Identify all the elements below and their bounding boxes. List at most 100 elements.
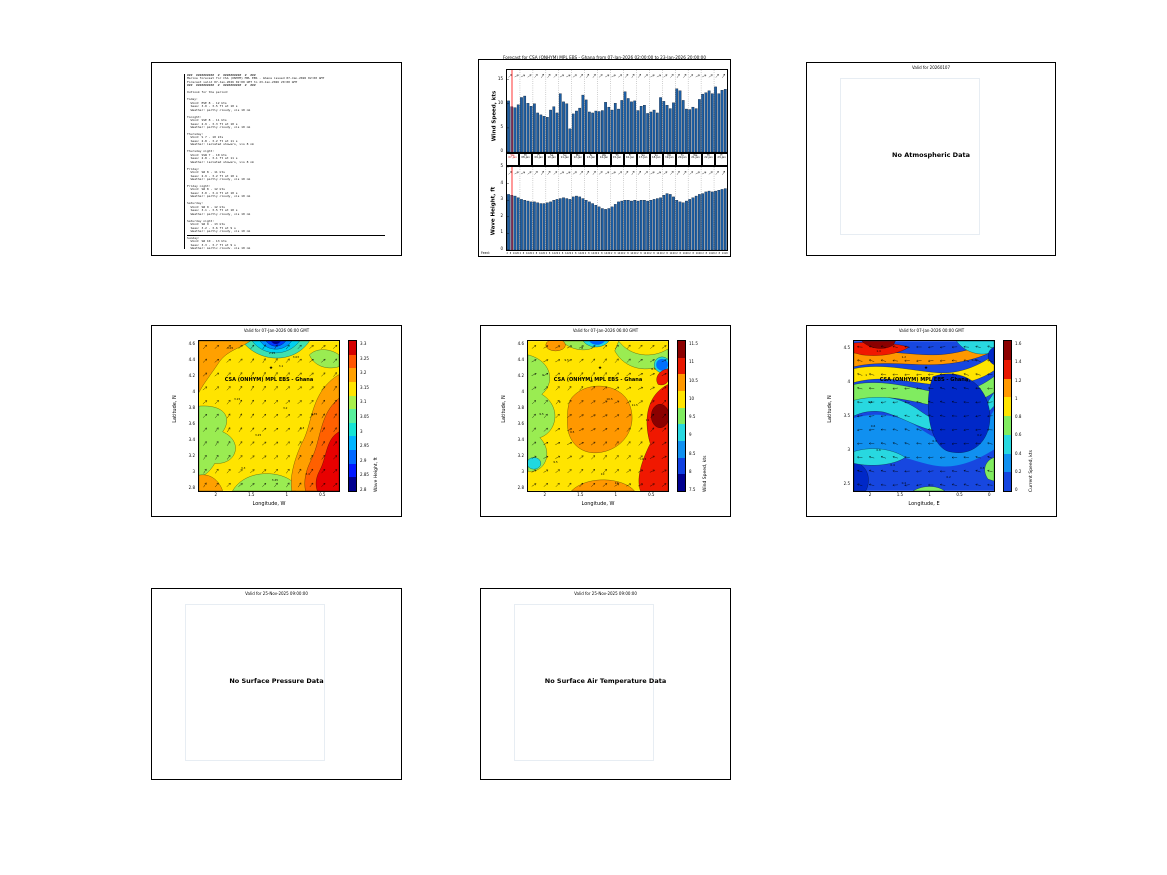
bar <box>701 193 704 250</box>
day-weekday: Sa <box>550 153 554 157</box>
bar <box>613 204 617 250</box>
report-line: Tonight: <box>187 114 202 119</box>
colorbar-tick: 10 <box>689 395 695 401</box>
valid-for-title: Valid for 07-Jan-2026 00:00 GMT <box>898 328 965 333</box>
report-line: Weather: partly cloudy, vis 10 nm <box>187 229 251 234</box>
report-line: Friday night: <box>187 184 211 188</box>
wave_bars-svg <box>507 167 727 250</box>
hour-tick: 20 <box>568 252 572 255</box>
hour-tick: 8 <box>509 252 512 255</box>
hour-tick: 8 <box>640 252 642 255</box>
hour-tick: 2 <box>558 252 561 255</box>
y-tick-label: 4 <box>500 179 503 185</box>
map-y-tick: 3.5 <box>843 413 850 418</box>
hour-tick: 20 <box>529 252 532 255</box>
bar <box>591 203 594 250</box>
hour-tick: 20 <box>555 252 559 255</box>
hour-tick: 8 <box>561 252 564 255</box>
x-axis-label: Longitude, E <box>908 501 940 507</box>
hour-tick: 2 <box>676 252 678 255</box>
hour-tick: 20 <box>633 252 637 255</box>
wavemap-plot-svg <box>199 341 339 491</box>
bar <box>620 100 624 152</box>
contour-label: 2.95 <box>269 350 276 355</box>
contour-label: 3.25 <box>255 433 262 437</box>
y-tick-label: 5 <box>500 123 503 129</box>
bar <box>675 88 679 152</box>
bar <box>542 116 546 152</box>
day-weekday: Th <box>615 153 619 157</box>
report-line: Seas: 2.9 - 3.3 ft at 10 s <box>187 121 238 126</box>
colorbar-tick: 7.5 <box>689 487 696 492</box>
colorbar <box>1003 340 1012 492</box>
map-x-tick: 1 <box>285 492 289 497</box>
map-x-tick: 1.5 <box>896 492 904 497</box>
wave-height-map-panel: Valid for 07-Jan-2026 06:00 GMT 3.05 2.95… <box>151 325 402 517</box>
bar <box>698 194 701 250</box>
hour-tick: 20 <box>685 252 689 255</box>
colorbar-tick: 1 <box>1015 395 1018 401</box>
day-label-box: Th 15-Jan <box>610 153 624 166</box>
map-y-tick: 3 <box>192 469 195 474</box>
report-line: Sunday: <box>187 235 200 240</box>
no-surface-air-temperature-panel: Valid for 25-Nov-2025 09:00:00 No Surfac… <box>480 588 731 780</box>
bar <box>545 117 549 152</box>
bar <box>707 190 711 250</box>
bar <box>562 101 565 152</box>
report-line: Weather: isolated showers, vis 8 nm <box>187 159 254 164</box>
bar <box>698 99 701 152</box>
day-weekday: Fr <box>628 153 632 157</box>
report-line: Weather: partly cloudy, vis 10 nm <box>187 177 251 182</box>
hour-tick: 8 <box>548 252 551 255</box>
bar <box>626 98 630 152</box>
empty-axes-box <box>514 604 654 761</box>
report-line: Seas: 3.0 - 3.5 ft at 10 s <box>187 104 238 109</box>
day-date: 12-Jan <box>573 156 583 160</box>
bar <box>513 195 517 250</box>
hour-tick: 14 <box>656 252 660 255</box>
bar <box>545 202 549 250</box>
colorbar-tick: 2.9 <box>360 457 367 463</box>
contour-label: 3.05 <box>227 346 234 350</box>
hour-tick: 8 <box>653 252 655 255</box>
bar <box>555 199 559 250</box>
y-tick-label: 0 <box>500 246 503 251</box>
hour-tick: 2 <box>637 252 639 255</box>
day-label-box: We 14-Jan <box>597 153 611 166</box>
bar <box>523 200 527 250</box>
hour-tick: 8 <box>601 252 603 255</box>
hour-tick: 2 <box>650 252 652 255</box>
wind_bars-svg <box>507 70 727 152</box>
hour-tick: 2 <box>532 252 534 255</box>
bar <box>659 197 662 250</box>
bar <box>623 91 627 152</box>
day-label-box: Th 08-Jan <box>519 153 533 166</box>
hour-tick: 14 <box>630 252 634 255</box>
hour-tick: 2 <box>597 252 600 255</box>
contour-label: 3.45 <box>271 478 279 482</box>
hour-tick: 2 <box>663 252 665 255</box>
map-annotation: CSA (ONHYM) MPL EBS - Ghana <box>553 377 643 383</box>
contour-region <box>854 392 994 432</box>
colorbar-segment <box>1004 397 1011 416</box>
site-star-marker: ★ <box>269 365 274 371</box>
map-annotation: CSA (ONHYM) MPL EBS - Ghana <box>879 377 969 383</box>
report-line: Seas: 2.9 - 3.2 ft at 10 s <box>187 173 238 178</box>
day-weekday: Su <box>563 153 567 157</box>
site-star-marker: ★ <box>598 365 603 371</box>
bar <box>685 200 688 250</box>
map-y-tick: 3 <box>847 447 850 452</box>
bar <box>652 199 656 250</box>
hour-tick: 20 <box>594 252 598 255</box>
bar <box>675 200 679 250</box>
bar <box>672 102 675 152</box>
contour-label: 0.8 <box>868 400 873 404</box>
hour-tick: 2 <box>624 252 626 255</box>
contour-region <box>528 457 541 470</box>
no-data-message: No Atmospheric Data <box>892 151 970 159</box>
map-x-tick: 1 <box>614 492 618 497</box>
empty-axes-box <box>840 78 980 235</box>
report-line: Seas: 2.8 - 3.1 ft at 11 s <box>187 156 238 161</box>
bar <box>575 110 578 152</box>
map-x-tick: 0 <box>988 492 991 497</box>
